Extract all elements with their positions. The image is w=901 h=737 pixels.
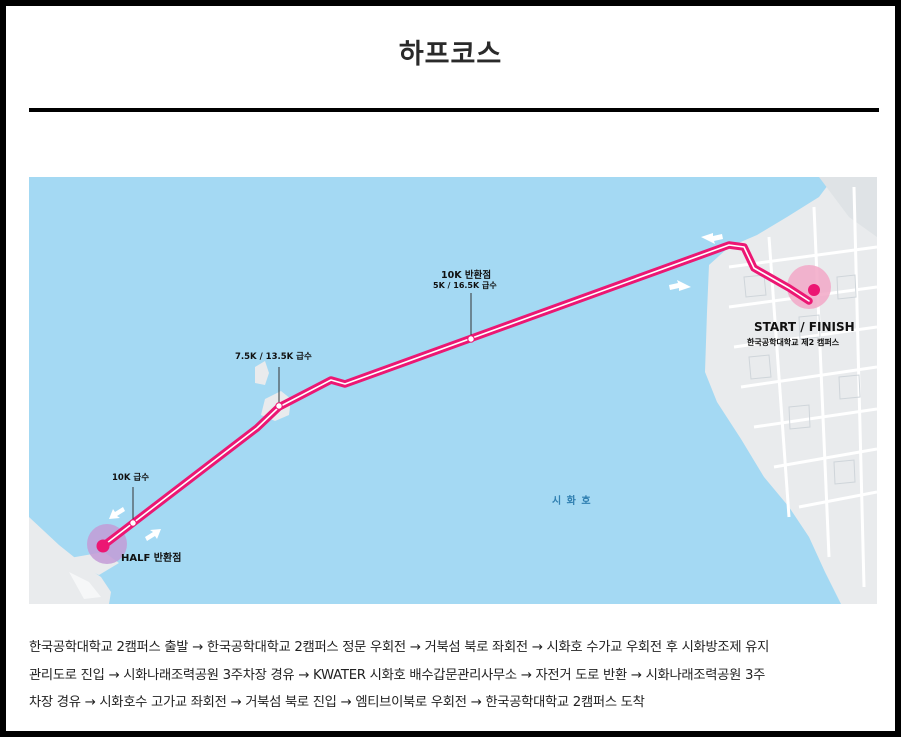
arrow-outbound-top bbox=[701, 233, 723, 244]
dike-road bbox=[69, 572, 101, 599]
start-point bbox=[808, 284, 820, 296]
half-turn-point bbox=[96, 539, 110, 553]
course-panel: 하프코스 bbox=[6, 6, 895, 731]
arrow-return-bottom bbox=[145, 529, 161, 541]
half-turn-label: HALF 반환점 bbox=[121, 553, 182, 564]
city-land-north bbox=[819, 177, 877, 237]
start-finish-title: START / FINISH bbox=[754, 320, 855, 334]
city-blocks bbox=[743, 274, 861, 485]
course-map: 10K 반환점 5K / 16.5K 급수 7.5K / 13.5K 급수 10… bbox=[29, 177, 877, 604]
turnaround-10k-dot bbox=[467, 335, 475, 343]
map-canvas bbox=[29, 177, 877, 604]
page-title: 하프코스 bbox=[398, 39, 503, 70]
lake-label: 시 화 호 bbox=[552, 496, 592, 507]
city-land bbox=[705, 177, 877, 604]
title-divider bbox=[29, 108, 879, 112]
turnaround-10k-subtitle: 5K / 16.5K 급수 bbox=[433, 281, 497, 290]
route-description-line: 관리도로 진입 → 시화나래조력공원 3주차장 경유 → KWATER 시화호 … bbox=[29, 667, 766, 683]
arrow-return-top bbox=[669, 280, 691, 291]
water-10k-dot bbox=[129, 519, 137, 527]
direction-arrows bbox=[109, 233, 723, 541]
route-description-line: 한국공학대학교 2캠퍼스 출발 → 한국공학대학교 2캠퍼스 정문 우회전 → … bbox=[29, 640, 770, 655]
water-7-5k-label: 7.5K / 13.5K 급수 bbox=[235, 352, 312, 362]
route-description-line: 차장 경유 → 시화호수 고가교 좌회전 → 거북섬 북로 진입 → 엠티브이북… bbox=[29, 695, 645, 710]
city-streets bbox=[728, 186, 877, 588]
route-centerline bbox=[102, 244, 810, 547]
route-description: 한국공학대학교 2캠퍼스 출발 → 한국공학대학교 2캠퍼스 정문 우회전 → … bbox=[29, 634, 881, 717]
arrow-outbound-bottom bbox=[109, 507, 125, 519]
water-10k-label: 10K 급수 bbox=[112, 473, 150, 483]
water-7-5k-dot bbox=[275, 402, 283, 410]
island-north bbox=[255, 361, 269, 385]
turnaround-10k-title: 10K 반환점 bbox=[441, 270, 492, 281]
start-finish-subtitle: 한국공학대학교 제2 캠퍼스 bbox=[747, 338, 840, 347]
